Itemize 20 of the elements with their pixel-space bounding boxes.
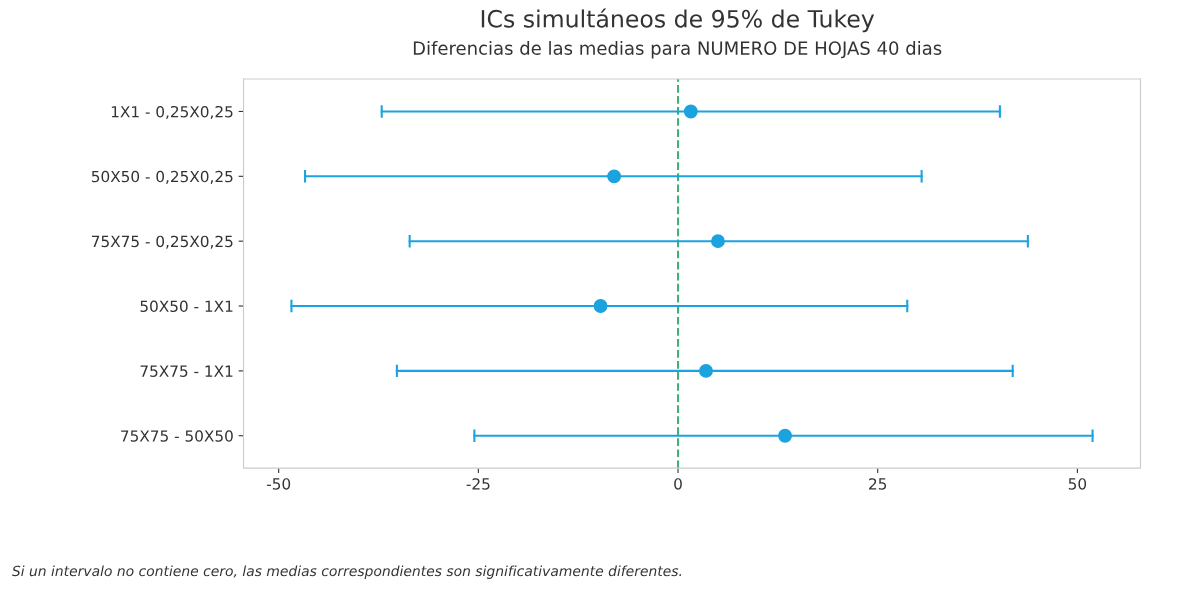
point xyxy=(683,104,698,119)
text: Si un intervalo no contiene cero, las medias correspondientes son significativamente diferentes. xyxy=(11,565,682,579)
y-tick-label: 75X75 - 0,25X0,25 xyxy=(92,235,233,249)
x-tick-label: 25 xyxy=(869,478,887,490)
x-tick-label: 0 xyxy=(674,478,682,490)
y-tick-label: 1X1 - 0,25X0,25 xyxy=(111,105,233,120)
y-tick-label: 75X75 - 50X50 xyxy=(121,430,233,442)
point xyxy=(607,169,622,184)
point xyxy=(711,234,725,249)
y-tick-label: 50X50 - 1X1 xyxy=(140,300,233,313)
point xyxy=(593,299,608,313)
x-tick-label: -50 xyxy=(266,478,291,490)
x-tick-label: 50 xyxy=(1068,478,1087,490)
y-tick-label: 50X50 - 0,25X0,25 xyxy=(91,170,233,184)
y-tick-label: 75X75 - 1X1 xyxy=(140,365,233,377)
point xyxy=(778,428,793,443)
chart-title: ICs simultáneos de 95% de Tukey xyxy=(481,8,875,33)
point xyxy=(699,363,713,378)
x-tick-label: -25 xyxy=(466,478,490,490)
chart-subtitle: Diferencias de las medias para NUMERO DE HOJAS 40 dias xyxy=(413,41,942,59)
